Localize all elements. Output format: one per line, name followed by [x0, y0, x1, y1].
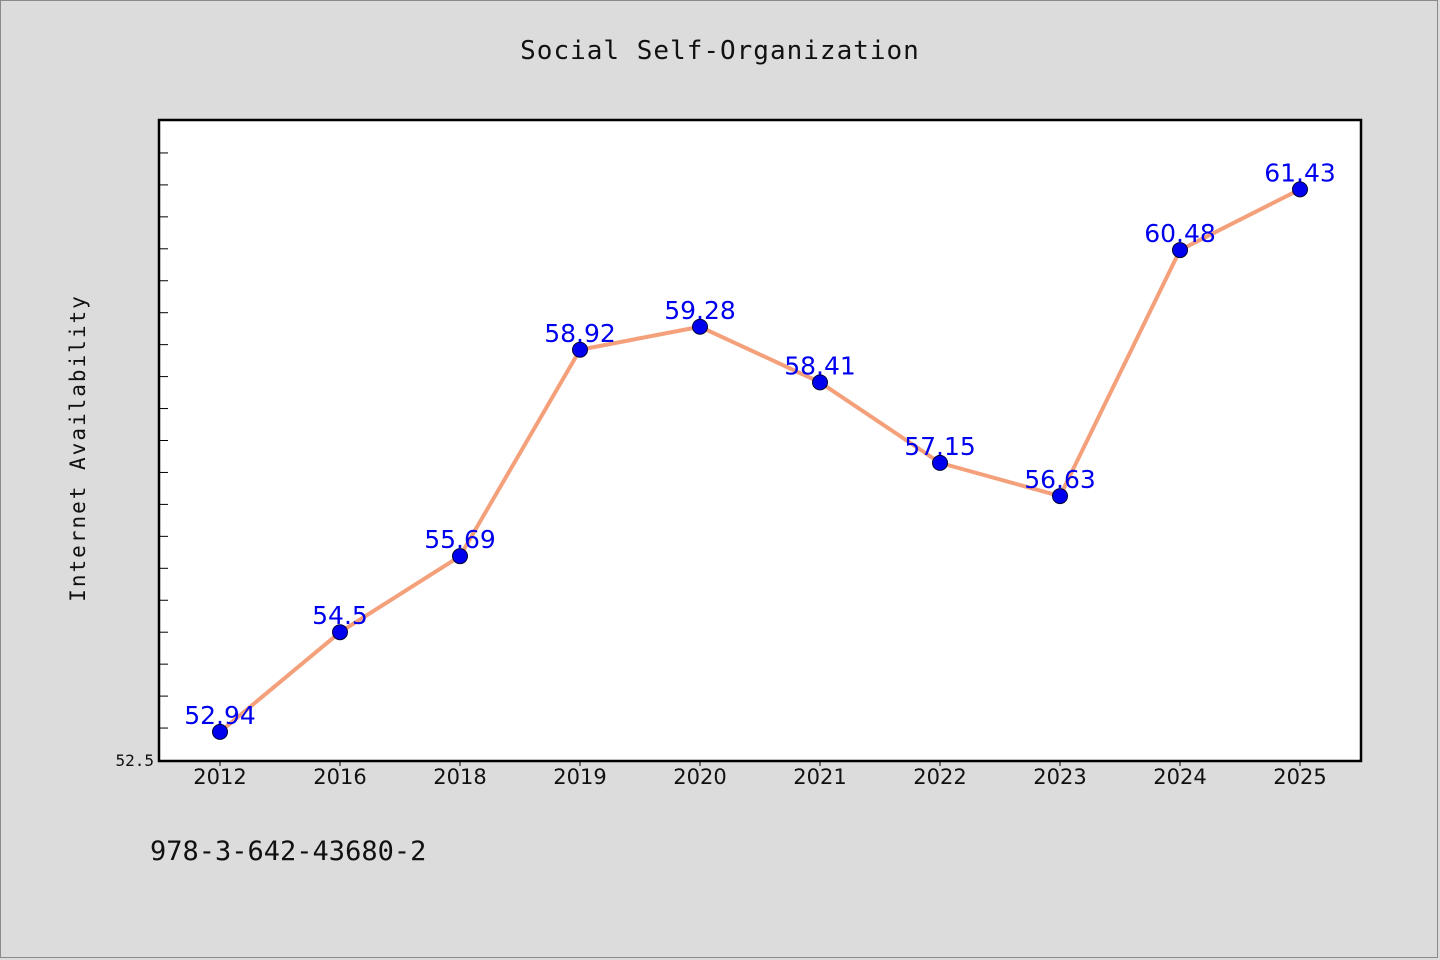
x-tick-label: 2020: [673, 765, 726, 789]
data-label: 52.94: [184, 701, 256, 730]
data-point: [332, 624, 348, 641]
y-ticks: 52.5: [115, 152, 168, 770]
data-point: [812, 374, 828, 391]
x-tick-label: 2023: [1033, 765, 1086, 789]
data-label: 61.43: [1264, 158, 1336, 187]
data-point: [1292, 181, 1308, 198]
data-point: [932, 454, 948, 471]
x-tick-label: 2024: [1153, 765, 1206, 789]
data-point: [1172, 242, 1188, 259]
data-label: 54.5: [312, 601, 368, 630]
data-label: 56.63: [1024, 465, 1096, 494]
x-tick-label: 2016: [313, 765, 366, 789]
data-label: 58.41: [784, 351, 856, 380]
x-tick-label: 2018: [433, 765, 486, 789]
data-point: [1052, 488, 1068, 505]
data-label: 55.69: [424, 525, 496, 554]
data-point: [692, 318, 708, 335]
y-tick-label: 52.5: [115, 751, 154, 770]
series-line: [218, 187, 1301, 734]
data-label: 60.48: [1144, 219, 1216, 248]
series-group: 52.94 54.5 55.69 58.92 59.28 58.41 57.15 56.63 6…: [184, 158, 1336, 740]
data-label: 58.92: [544, 319, 616, 348]
data-point: [212, 723, 228, 740]
x-ticks: 2012 2016 2018 2019 2020 2021 2022 2023 2024 2025: [193, 760, 1327, 789]
isbn-text: 978-3-642-43680-2: [150, 836, 427, 867]
data-label: 59.28: [664, 296, 736, 325]
x-tick-label: 2021: [793, 765, 846, 789]
x-tick-label: 2022: [913, 765, 966, 789]
data-point: [572, 341, 588, 358]
chart-title: Social Self-Organization: [520, 36, 920, 66]
x-tick-label: 2019: [553, 765, 606, 789]
data-point: [452, 548, 468, 565]
plot-area: [157, 118, 1363, 763]
data-label: 57.15: [904, 432, 976, 461]
x-tick-label: 2012: [193, 765, 246, 789]
x-tick-label: 2025: [1273, 765, 1326, 789]
